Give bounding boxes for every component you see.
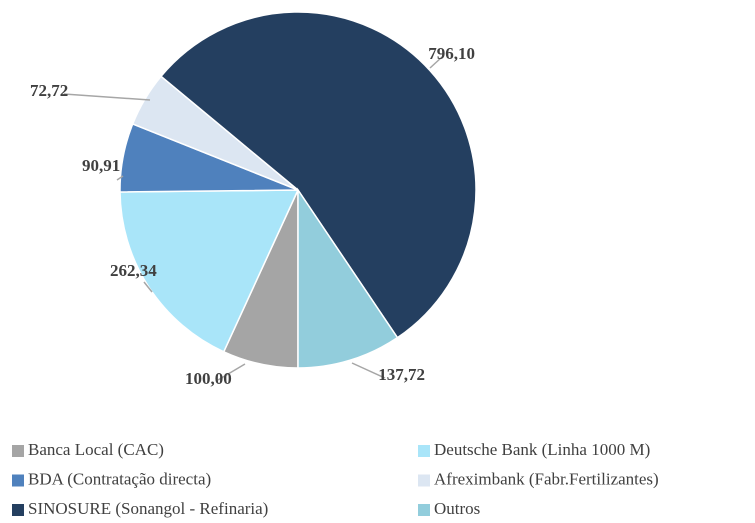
leader-line xyxy=(63,93,151,101)
leader-line xyxy=(429,56,443,69)
data-label: 72,72 xyxy=(30,81,68,100)
data-label: 262,34 xyxy=(110,261,157,280)
legend-label: Outros xyxy=(434,499,480,518)
data-label: 137,72 xyxy=(378,365,425,384)
legend-swatch xyxy=(12,445,24,457)
data-label: 100,00 xyxy=(185,369,232,388)
legend-label: Afreximbank (Fabr.Fertilizantes) xyxy=(434,469,659,488)
legend-swatch xyxy=(418,445,430,457)
legend-swatch xyxy=(12,474,24,487)
legend-label: BDA (Contratação directa) xyxy=(28,469,211,488)
leader-line xyxy=(217,363,246,381)
data-label: 90,91 xyxy=(82,156,120,175)
legend-swatch xyxy=(418,474,430,487)
legend-label: Banca Local (CAC) xyxy=(28,440,164,459)
leader-line xyxy=(143,281,153,293)
legend-swatch xyxy=(12,504,24,516)
leader-line xyxy=(351,362,386,379)
pie-slice xyxy=(297,187,399,369)
leader-line xyxy=(116,175,124,181)
data-label: 796,10 xyxy=(428,44,475,63)
legend-label: SINOSURE (Sonangol - Refinaria) xyxy=(28,499,268,518)
legend-label: Deutsche Bank (Linha 1000 M) xyxy=(434,440,650,459)
pie-slice xyxy=(160,11,477,339)
legend-swatch xyxy=(418,504,430,516)
